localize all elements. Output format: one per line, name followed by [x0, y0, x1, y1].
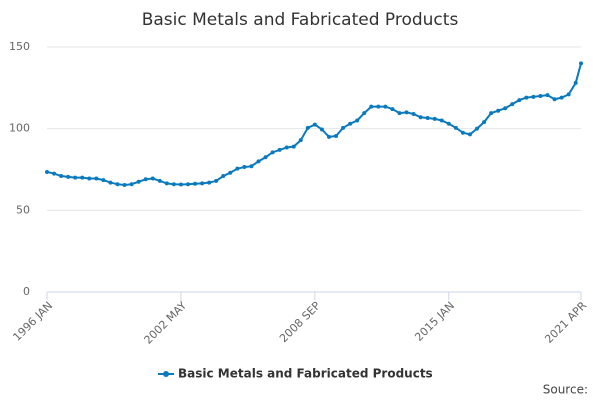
y-tick-label: 100 — [9, 122, 30, 135]
point — [45, 169, 49, 174]
point — [200, 181, 205, 186]
point — [87, 176, 92, 181]
point — [439, 118, 444, 123]
point — [453, 125, 458, 130]
point — [579, 61, 583, 66]
point — [319, 127, 324, 132]
point — [531, 94, 536, 99]
point — [101, 178, 106, 183]
point — [171, 182, 176, 187]
point — [475, 126, 480, 131]
point — [122, 183, 127, 188]
point — [277, 147, 282, 152]
point — [376, 104, 381, 109]
point — [510, 102, 515, 107]
point — [404, 110, 409, 115]
point — [228, 170, 233, 175]
y-tick-label: 50 — [16, 203, 30, 216]
y-tick-label: 150 — [9, 40, 30, 53]
point — [503, 106, 508, 111]
point — [164, 181, 169, 186]
point — [397, 111, 402, 116]
point — [524, 95, 529, 100]
point — [326, 134, 331, 139]
point — [348, 121, 353, 126]
point — [573, 80, 578, 85]
point — [467, 132, 472, 137]
point — [235, 166, 240, 171]
point — [312, 122, 317, 127]
point — [52, 171, 57, 176]
point — [418, 115, 423, 120]
point — [446, 121, 451, 126]
point — [108, 180, 113, 185]
point — [115, 182, 120, 187]
point — [341, 125, 346, 130]
point — [383, 104, 388, 109]
point — [362, 111, 367, 116]
chart-title: Basic Metals and Fabricated Products — [142, 10, 459, 30]
point — [214, 178, 219, 183]
point — [80, 175, 85, 180]
point — [94, 176, 99, 181]
point — [305, 125, 310, 130]
point — [150, 176, 155, 181]
point — [411, 111, 416, 116]
point — [157, 178, 162, 183]
point — [178, 182, 183, 187]
point — [207, 180, 212, 185]
point — [291, 144, 296, 149]
point — [390, 107, 395, 112]
point — [256, 159, 261, 164]
point — [334, 134, 339, 139]
legend-label: Basic Metals and Fabricated Products — [178, 367, 433, 381]
point — [129, 182, 134, 187]
point — [59, 174, 64, 179]
legend-marker — [163, 371, 169, 377]
point — [538, 94, 543, 98]
point — [460, 130, 465, 135]
y-tick-label: 0 — [23, 285, 30, 298]
point — [517, 98, 522, 103]
point — [432, 116, 437, 121]
point — [566, 92, 571, 97]
point — [249, 164, 254, 169]
source: Source: — [543, 383, 588, 397]
point — [263, 155, 268, 160]
point — [284, 145, 289, 150]
point — [552, 97, 557, 102]
point — [545, 93, 550, 98]
point — [355, 118, 360, 123]
point — [242, 165, 247, 170]
point — [66, 174, 71, 179]
point — [489, 111, 494, 116]
point — [298, 138, 303, 143]
point — [73, 175, 78, 180]
point — [369, 104, 374, 109]
point — [185, 182, 190, 187]
point — [482, 120, 487, 125]
point — [143, 177, 148, 182]
point — [193, 181, 198, 186]
point — [496, 108, 501, 113]
point — [136, 179, 141, 184]
point — [270, 150, 275, 155]
point — [221, 174, 226, 179]
point — [559, 95, 564, 100]
point — [425, 116, 430, 121]
